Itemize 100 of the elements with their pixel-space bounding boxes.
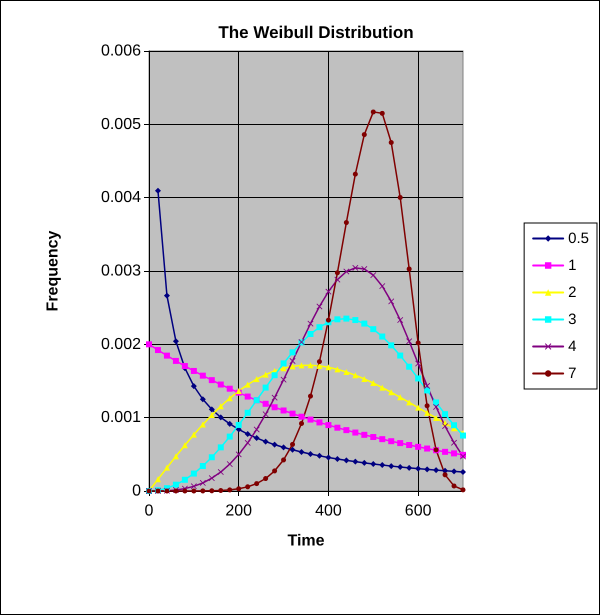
point — [227, 487, 232, 492]
point — [406, 364, 412, 370]
point — [154, 476, 161, 482]
point — [451, 422, 458, 428]
point — [190, 470, 197, 477]
point — [379, 333, 386, 340]
point — [316, 419, 322, 426]
point — [352, 430, 358, 436]
point — [263, 476, 268, 482]
point — [370, 272, 376, 278]
point — [424, 387, 430, 394]
point — [254, 435, 260, 442]
y-tick-label: 0.006 — [100, 42, 142, 60]
x-tick-label: 200 — [225, 502, 252, 520]
point — [325, 454, 332, 460]
point — [182, 488, 188, 494]
point — [190, 383, 197, 390]
point — [433, 404, 440, 410]
point — [208, 454, 215, 460]
point — [406, 338, 412, 344]
point — [316, 303, 322, 310]
point — [370, 434, 376, 440]
point — [298, 448, 305, 455]
point — [280, 360, 287, 366]
point — [352, 458, 358, 465]
point — [442, 411, 448, 418]
point — [154, 347, 161, 354]
point — [380, 110, 385, 116]
point — [226, 395, 233, 402]
legend-label: 1 — [568, 257, 576, 274]
point — [262, 384, 269, 391]
point — [415, 375, 422, 382]
point — [244, 410, 251, 416]
point — [190, 432, 197, 438]
point — [290, 410, 296, 417]
point — [236, 422, 242, 428]
x-tick-label: 600 — [404, 502, 432, 520]
point — [343, 427, 350, 434]
point — [325, 288, 332, 295]
point — [452, 483, 457, 488]
point — [244, 394, 251, 400]
point — [352, 372, 358, 378]
chart-title: The Weibull Distribution — [218, 23, 414, 42]
point — [334, 366, 340, 372]
point — [172, 338, 179, 344]
point — [379, 436, 386, 442]
point — [388, 140, 394, 146]
point — [343, 457, 350, 464]
point — [200, 396, 206, 402]
point — [460, 487, 466, 492]
point — [182, 442, 188, 448]
point — [397, 440, 404, 446]
x-tick-label: 0 — [144, 502, 154, 520]
point — [164, 464, 170, 471]
point — [272, 442, 278, 448]
point — [316, 324, 322, 330]
y-tick-label: 0.004 — [100, 189, 142, 206]
point — [272, 404, 278, 410]
point — [236, 486, 242, 492]
point — [218, 488, 224, 494]
legend-label: 2 — [568, 284, 576, 301]
point — [226, 434, 233, 440]
point — [397, 394, 404, 400]
point — [164, 352, 170, 359]
point — [398, 194, 403, 200]
point — [415, 404, 422, 411]
point — [388, 438, 394, 444]
point — [262, 400, 269, 407]
point — [290, 442, 296, 447]
point — [388, 463, 394, 470]
point — [307, 330, 314, 337]
point — [370, 380, 376, 386]
point — [208, 475, 215, 482]
point — [433, 467, 440, 474]
point — [218, 414, 224, 420]
point — [307, 416, 314, 423]
point — [361, 432, 368, 438]
point — [191, 488, 196, 494]
point — [361, 376, 368, 382]
point — [164, 292, 170, 299]
point — [379, 384, 386, 391]
point — [326, 318, 331, 323]
point — [343, 316, 350, 322]
point — [200, 372, 206, 379]
point — [281, 457, 286, 462]
y-tick-label: 0.003 — [100, 262, 142, 280]
point — [262, 372, 269, 378]
point — [334, 456, 340, 462]
point — [307, 451, 314, 458]
point — [190, 483, 197, 490]
point — [451, 450, 458, 456]
point — [416, 340, 421, 346]
point — [226, 386, 233, 392]
point — [154, 188, 161, 194]
point — [290, 446, 296, 453]
point — [307, 362, 314, 368]
y-tick-label: 0.002 — [100, 336, 142, 353]
point — [334, 316, 340, 322]
point — [280, 444, 287, 450]
point — [208, 406, 215, 412]
